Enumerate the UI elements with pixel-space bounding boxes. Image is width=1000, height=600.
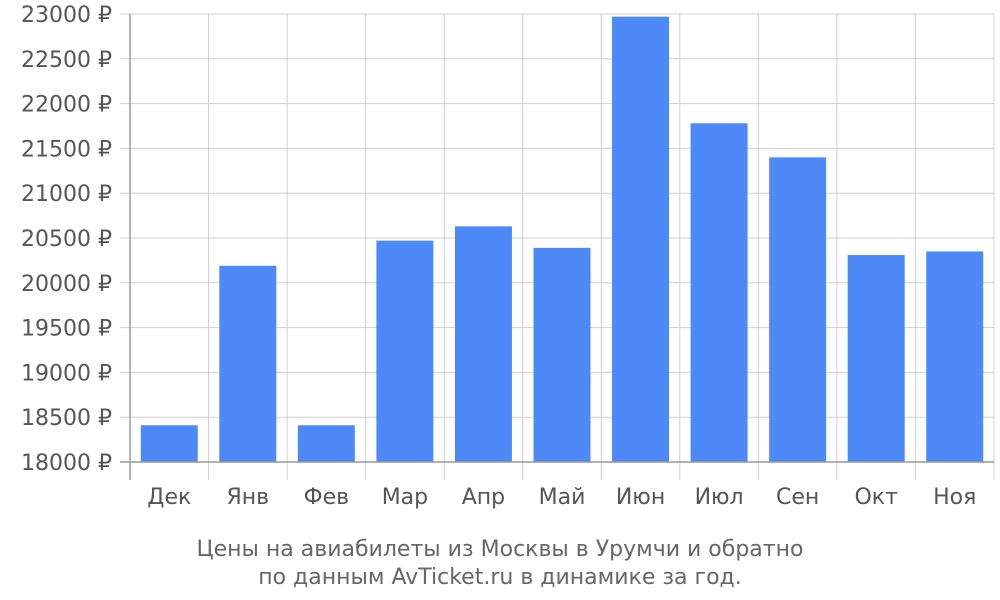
bar-Апр [454,226,512,462]
bar-Июн [612,16,670,463]
x-tick-label: Июн [616,485,665,510]
x-tick-label: Окт [854,485,898,510]
y-tick-labels: 18000 ₽ 18500 ₽ 19000 ₽ 19500 ₽ 20000 ₽ 20500… [21,3,112,476]
x-tick-label: Апр [462,485,505,510]
x-tick-label: Фев [304,485,349,510]
y-tick-label: 20500 ₽ [21,227,112,252]
axes [120,14,994,480]
bar-Ноя [926,251,984,462]
y-tick-label: 19000 ₽ [21,361,112,386]
x-tick-label: Мар [382,485,428,510]
x-tick-label: Ноя [933,485,976,510]
bar-Май [533,247,591,462]
bar-Июл [690,123,748,462]
bar-Окт [847,255,905,462]
bar-Мар [376,240,434,462]
x-tick-label: Июл [695,485,744,510]
y-tick-label: 18500 ₽ [21,406,112,431]
bar-Янв [219,265,277,462]
y-tick-label: 21500 ₽ [21,137,112,162]
y-tick-label: 20000 ₽ [21,272,112,297]
y-tick-label: 22000 ₽ [21,93,112,118]
chart-caption-line-2: по данным AvTicket.ru в динамике за год. [258,565,742,590]
y-tick-label: 23000 ₽ [21,3,112,28]
x-tick-label: Май [539,485,586,510]
x-tick-label: Янв [226,485,269,510]
y-tick-label: 22500 ₽ [21,48,112,73]
bars [140,16,984,463]
y-tick-label: 21000 ₽ [21,182,112,207]
y-tick-label: 19500 ₽ [21,317,112,342]
bar-Фев [297,425,355,462]
x-tick-labels: Дек Янв Фев Мар Апр Май Июн Июл Сен Окт Ноя [147,485,976,510]
x-tick-label: Дек [147,485,191,510]
x-tick-label: Сен [776,485,819,510]
y-tick-label: 18000 ₽ [21,451,112,476]
chart-caption-line-1: Цены на авиабилеты из Москвы в Урумчи и … [197,537,804,562]
bar-Сен [769,157,827,463]
bar-Дек [140,425,198,462]
